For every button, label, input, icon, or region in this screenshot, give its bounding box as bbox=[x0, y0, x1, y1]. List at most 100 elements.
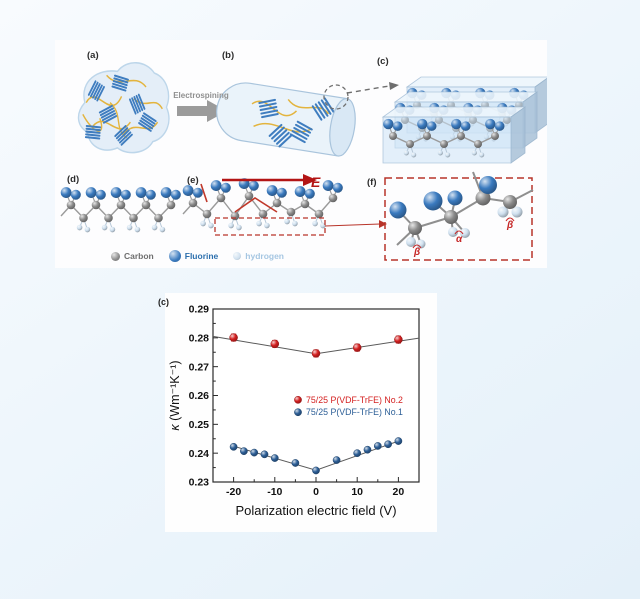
carbon-atom bbox=[154, 213, 163, 223]
fluorine-atom bbox=[95, 189, 106, 200]
slab-chain-front bbox=[383, 118, 505, 158]
hydrogen-atom bbox=[76, 224, 83, 231]
data-point bbox=[260, 450, 269, 459]
electrospinning-label: Electrospining bbox=[173, 91, 229, 100]
carbon-atom bbox=[503, 195, 517, 209]
hydrogen-atom bbox=[256, 220, 262, 227]
data-point bbox=[270, 339, 280, 349]
zoom-box-large bbox=[384, 177, 533, 261]
series-1 bbox=[212, 333, 420, 358]
fluorine-atom bbox=[220, 182, 231, 193]
zoom-circle bbox=[323, 84, 349, 110]
data-point bbox=[311, 349, 321, 358]
fluorine-atom bbox=[182, 185, 194, 196]
series-2 bbox=[229, 437, 403, 475]
data-point bbox=[353, 449, 362, 458]
hydrogen-atom bbox=[471, 150, 477, 156]
data-point bbox=[229, 333, 238, 342]
panel-label-c: (c) bbox=[377, 56, 389, 67]
hydrogen-atom bbox=[511, 206, 523, 218]
carbon-atom bbox=[423, 132, 431, 140]
fluorine-atom bbox=[447, 190, 463, 206]
legend-item-hydrogen: hydrogen bbox=[233, 251, 284, 261]
fluorine-atom bbox=[392, 121, 403, 131]
zoom-connector bbox=[324, 223, 381, 227]
chart-panel-label: (c) bbox=[158, 297, 169, 307]
x-axis-title: Polarization electric field (V) bbox=[235, 503, 396, 518]
fluorine-atom bbox=[160, 187, 172, 198]
hydrogen-atom bbox=[292, 220, 298, 227]
crystallite bbox=[129, 93, 146, 115]
schematic-canvas: (a) (b) (c) (d) (e) (f) Electrospining E… bbox=[60, 50, 551, 261]
legend-item-fluorine: Fluorine bbox=[168, 250, 219, 262]
data-point bbox=[240, 447, 248, 455]
hydrogen-atom bbox=[416, 239, 426, 249]
legend-label: 75/25 P(VDF-TrFE) No.1 bbox=[306, 407, 403, 417]
fluorine-atom bbox=[294, 186, 306, 197]
chart-canvas: -20 -10 0 10 20 0.23 0.24 0.25 0.26 0.27 0.28 0.29 P… bbox=[168, 304, 420, 518]
panel-label-d: (d) bbox=[67, 174, 79, 185]
x-tick-label: 20 bbox=[393, 486, 405, 498]
fluorine-atom bbox=[110, 187, 122, 198]
hydrogen-atom bbox=[445, 152, 451, 158]
hydrogen-atom bbox=[437, 150, 443, 156]
carbon-atom bbox=[474, 140, 482, 148]
hydrogen-atom bbox=[159, 226, 166, 233]
carbon-atom bbox=[258, 209, 268, 219]
panel-label-b: (b) bbox=[222, 50, 234, 61]
hydrogen-atom bbox=[406, 237, 416, 247]
carbon-atom bbox=[166, 200, 176, 210]
polymer-chain bbox=[85, 95, 123, 107]
cylinder-end bbox=[329, 97, 356, 157]
hydrogen-atom bbox=[208, 222, 214, 229]
legend-item-carbon: Carbon bbox=[111, 251, 154, 261]
hydrogen-atom bbox=[101, 224, 108, 231]
alpha-label: α bbox=[456, 234, 463, 245]
carbon-atom bbox=[129, 213, 138, 223]
polymer-chain bbox=[251, 100, 298, 117]
x-tick-label: 10 bbox=[351, 486, 363, 498]
y-axis-title: κ (Wm⁻¹K⁻¹) bbox=[168, 360, 182, 430]
angle-mark bbox=[454, 230, 464, 235]
fluorine-atom bbox=[423, 191, 443, 211]
cylinder-body bbox=[216, 82, 348, 157]
fluorine-atom bbox=[460, 121, 471, 131]
zoom-dashed-line bbox=[346, 85, 390, 94]
hydrogen-atom bbox=[460, 228, 470, 238]
hydrogen-atom bbox=[284, 218, 290, 225]
carbon-atom bbox=[104, 213, 113, 223]
fluorine-swatch bbox=[168, 250, 181, 262]
e-field-label: E bbox=[311, 174, 321, 190]
y-tick-label: 0.28 bbox=[189, 332, 210, 344]
fluorine-atom bbox=[389, 201, 407, 219]
legend-label: 75/25 P(VDF-TrFE) No.2 bbox=[306, 395, 403, 405]
hydrogen-atom bbox=[312, 220, 318, 227]
polymer-chain bbox=[106, 74, 147, 88]
hydrogen-label: hydrogen bbox=[245, 251, 285, 261]
hydrogen-atom bbox=[264, 222, 270, 229]
data-point bbox=[384, 440, 392, 449]
hydrogen-atom bbox=[109, 226, 116, 233]
polymer-chain bbox=[133, 98, 163, 110]
polymer-chain bbox=[287, 98, 330, 115]
carbon-atom bbox=[457, 132, 465, 140]
data-point bbox=[229, 442, 238, 451]
fluorine-atom bbox=[266, 185, 278, 196]
y-tick-label: 0.24 bbox=[189, 448, 210, 460]
panel-label-e: (e) bbox=[187, 175, 199, 186]
fluorine-label: Fluorine bbox=[184, 251, 219, 261]
y-tick-label: 0.23 bbox=[189, 477, 210, 489]
hydrogen-atom bbox=[403, 150, 409, 156]
carbon-atom bbox=[216, 193, 226, 203]
fluorine-atom bbox=[70, 189, 81, 200]
fluorine-atom bbox=[135, 187, 147, 198]
hydrogen-atom bbox=[320, 222, 326, 229]
data-point bbox=[250, 448, 259, 457]
fluorine-atom bbox=[60, 187, 72, 198]
angle-mark bbox=[412, 244, 422, 249]
crystallite bbox=[84, 124, 102, 140]
carbon-atom bbox=[440, 140, 448, 148]
data-point bbox=[332, 456, 341, 464]
data-point bbox=[352, 343, 362, 352]
carbon-atom bbox=[328, 193, 338, 203]
